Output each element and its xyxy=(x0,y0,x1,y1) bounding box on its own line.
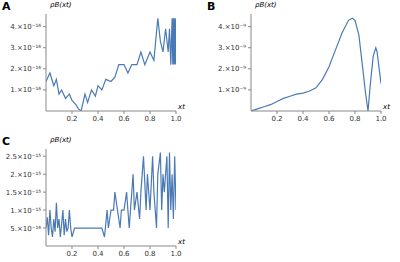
svg-text:2.×10⁻¹⁵: 2.×10⁻¹⁵ xyxy=(10,171,41,179)
svg-text:4.×10⁻⁹: 4.×10⁻⁹ xyxy=(218,23,246,31)
svg-text:1.5×10⁻¹⁵: 1.5×10⁻¹⁵ xyxy=(8,189,41,197)
svg-text:1.0: 1.0 xyxy=(170,115,181,123)
svg-text:3.×10⁻¹⁶: 3.×10⁻¹⁶ xyxy=(10,44,41,52)
svg-text:0.2: 0.2 xyxy=(271,115,282,123)
svg-text:0.4: 0.4 xyxy=(297,115,309,123)
html-text:xt: xt xyxy=(178,103,185,111)
svg-text:2.×10⁻¹⁶: 2.×10⁻¹⁶ xyxy=(10,65,41,73)
svg-text:0.4: 0.4 xyxy=(92,115,104,123)
svg-text:1.×10⁻¹⁶: 1.×10⁻¹⁶ xyxy=(10,86,41,94)
svg-text:2.5×10⁻¹⁵: 2.5×10⁻¹⁵ xyxy=(8,153,41,161)
svg-text:1.0: 1.0 xyxy=(170,250,181,258)
svg-text:5.×10⁻¹⁶: 5.×10⁻¹⁶ xyxy=(10,225,41,233)
html-text:B: B xyxy=(207,0,216,13)
svg-text:4.×10⁻¹⁶: 4.×10⁻¹⁶ xyxy=(10,23,41,31)
html-text:C: C xyxy=(2,135,11,148)
svg-text:1.×10⁻¹⁵: 1.×10⁻¹⁵ xyxy=(10,207,41,215)
svg-text:0.6: 0.6 xyxy=(118,115,130,123)
html-text:ρB(xt): ρB(xt) xyxy=(50,136,72,144)
svg-text:0.8: 0.8 xyxy=(349,115,360,123)
html-text:ρB(xt): ρB(xt) xyxy=(255,1,277,9)
svg-text:1.0: 1.0 xyxy=(375,115,386,123)
svg-text:0.8: 0.8 xyxy=(144,250,155,258)
html-text:xt: xt xyxy=(178,238,185,246)
svg-text:0.4: 0.4 xyxy=(92,250,104,258)
svg-text:0.6: 0.6 xyxy=(323,115,335,123)
svg-text:0.8: 0.8 xyxy=(144,115,155,123)
svg-text:3.×10⁻⁹: 3.×10⁻⁹ xyxy=(218,44,246,52)
svg-text:0.2: 0.2 xyxy=(66,115,77,123)
svg-text:1.×10⁻⁹: 1.×10⁻⁹ xyxy=(218,86,246,94)
html-text:xt: xt xyxy=(383,103,390,111)
svg-text:2.×10⁻⁹: 2.×10⁻⁹ xyxy=(218,65,246,73)
html-text:A: A xyxy=(2,0,11,13)
svg-text:0.6: 0.6 xyxy=(118,250,130,258)
html-text:ρB(xt): ρB(xt) xyxy=(50,1,72,9)
svg-text:0.2: 0.2 xyxy=(66,250,77,258)
